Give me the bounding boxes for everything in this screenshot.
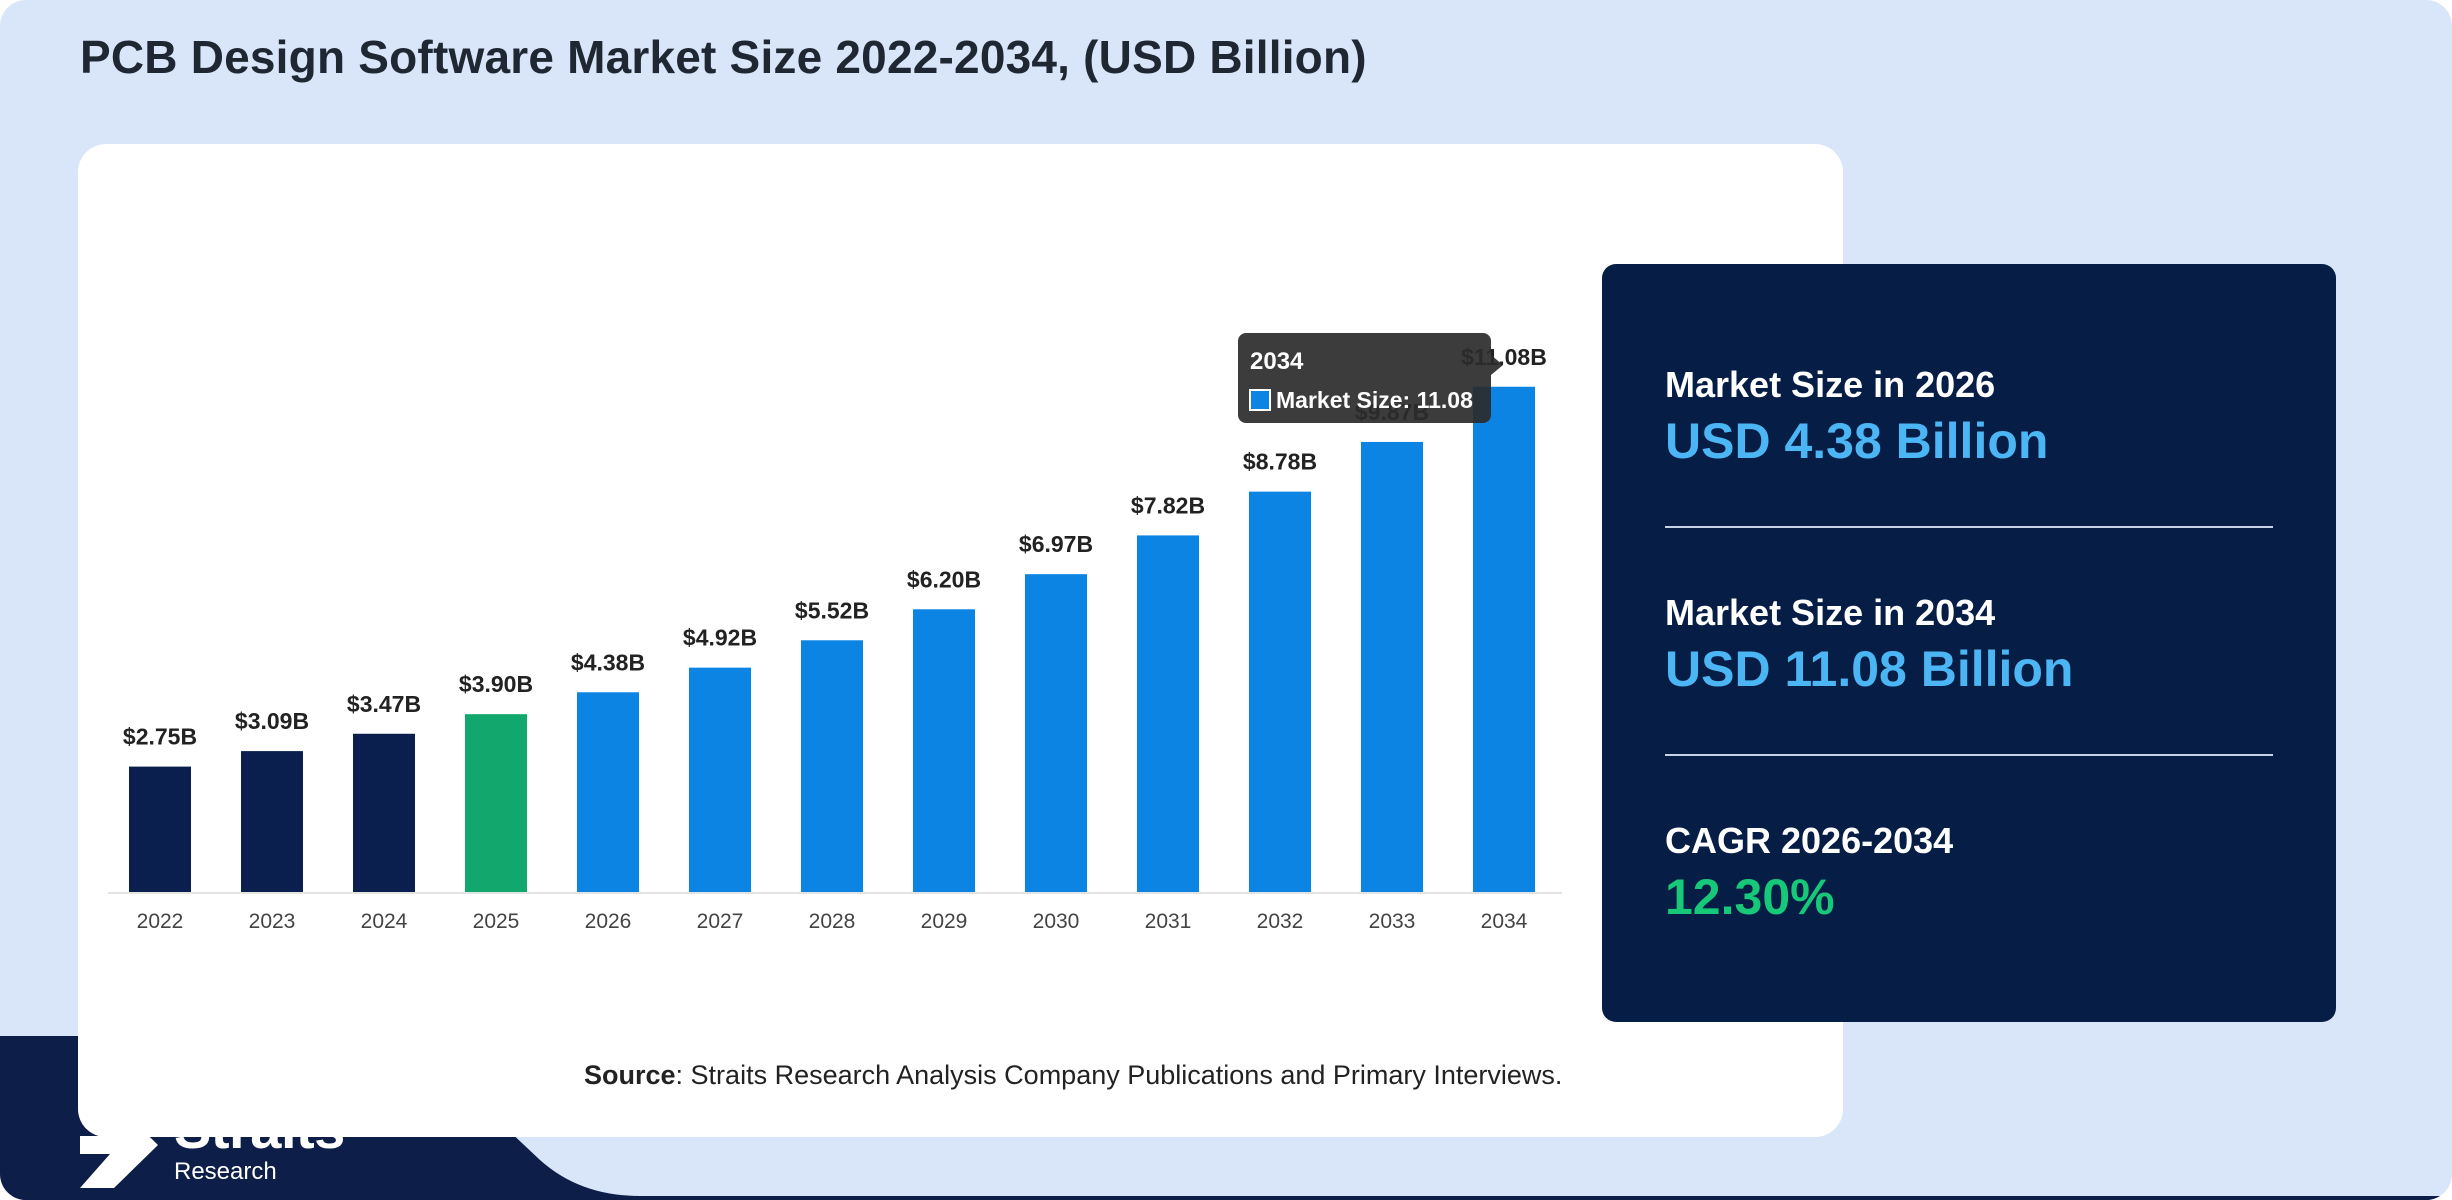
x-tick-2024: 2024 <box>361 910 408 933</box>
x-tick-2033: 2033 <box>1369 910 1416 933</box>
data-label-2025: $3.90B <box>459 671 533 697</box>
stat-value: USD 11.08 Billion <box>1665 641 2074 697</box>
source-note: Source: Straits Research Analysis Compan… <box>584 1060 1562 1091</box>
x-tick-2022: 2022 <box>137 910 184 933</box>
data-label-2028: $5.52B <box>795 597 869 623</box>
source-prefix: Source <box>584 1060 676 1090</box>
x-tick-2034: 2034 <box>1481 910 1528 933</box>
tooltip-title: 2034 <box>1250 348 1304 375</box>
divider <box>1665 526 2273 528</box>
stat-label: Market Size in 2026 <box>1665 364 1996 405</box>
tooltip-pointer <box>1491 355 1503 375</box>
bar-2023[interactable] <box>241 751 303 892</box>
chart-tooltip: 2034 Market Size: 11.08 <box>1238 333 1503 423</box>
logo-subtitle: Research <box>174 1158 277 1185</box>
x-tick-2025: 2025 <box>473 910 520 933</box>
data-label-2027: $4.92B <box>683 625 757 651</box>
stat-label: CAGR 2026-2034 <box>1665 820 1954 861</box>
stat-value: 12.30% <box>1665 869 1835 925</box>
x-tick-2030: 2030 <box>1033 910 1080 933</box>
stat-market-size-2026: Market Size in 2026 USD 4.38 Billion <box>1665 364 2048 470</box>
x-tick-2028: 2028 <box>809 910 856 933</box>
bar-2026[interactable] <box>577 692 639 892</box>
divider <box>1665 754 2273 756</box>
x-tick-2026: 2026 <box>585 910 632 933</box>
bar-2031[interactable] <box>1137 535 1199 892</box>
bar-2027[interactable] <box>689 667 751 892</box>
data-label-2030: $6.97B <box>1019 531 1093 557</box>
data-label-2024: $3.47B <box>347 691 421 717</box>
data-label-2032: $8.78B <box>1243 449 1317 475</box>
x-tick-2027: 2027 <box>697 910 744 933</box>
tooltip-background <box>1238 333 1491 423</box>
straits-logo[interactable]: Straits Research <box>80 1097 400 1190</box>
bar-chart: $2.75B 2022 $3.09B 2023 $3.47B 2024 $3.90B 2025… <box>108 333 1562 933</box>
bar-2024[interactable] <box>353 733 415 892</box>
bar-2030[interactable] <box>1025 574 1087 892</box>
x-tick-2029: 2029 <box>921 910 968 933</box>
chart-card: $2.75B 2022 $3.09B 2023 $3.47B 2024 $3.90B 2025… <box>78 144 1843 1137</box>
logo-name: Straits <box>174 1097 345 1160</box>
bar-2033[interactable] <box>1361 441 1423 892</box>
stats-panel: Market Size in 2026 USD 4.38 Billion Mar… <box>1602 264 2336 1022</box>
bar-2034[interactable] <box>1473 386 1535 892</box>
source-text: : Straits Research Analysis Company Publ… <box>675 1060 1563 1090</box>
bar-2025[interactable] <box>465 714 527 892</box>
page-title: PCB Design Software Market Size 2022-203… <box>80 31 1367 83</box>
data-label-2029: $6.20B <box>907 566 981 592</box>
stat-value: USD 4.38 Billion <box>1665 413 2049 469</box>
x-tick-2023: 2023 <box>249 910 296 933</box>
stat-cagr: CAGR 2026-2034 12.30% <box>1665 820 1953 926</box>
data-label-2031: $7.82B <box>1131 492 1205 518</box>
tooltip-text: Market Size: 11.08 <box>1276 387 1473 413</box>
stat-label: Market Size in 2034 <box>1665 592 1996 633</box>
data-label-2026: $4.38B <box>571 649 645 675</box>
bar-2028[interactable] <box>801 640 863 892</box>
bar-2022[interactable] <box>129 766 191 892</box>
bar-2032[interactable] <box>1249 491 1311 892</box>
stat-market-size-2034: Market Size in 2034 USD 11.08 Billion <box>1665 592 2073 698</box>
data-label-2022: $2.75B <box>123 724 197 750</box>
data-label-2023: $3.09B <box>235 708 309 734</box>
bar-2029[interactable] <box>913 609 975 892</box>
logo-arrow-icon <box>80 1102 158 1188</box>
x-tick-2032: 2032 <box>1257 910 1304 933</box>
x-tick-2031: 2031 <box>1145 910 1192 933</box>
tooltip-swatch <box>1249 389 1271 411</box>
